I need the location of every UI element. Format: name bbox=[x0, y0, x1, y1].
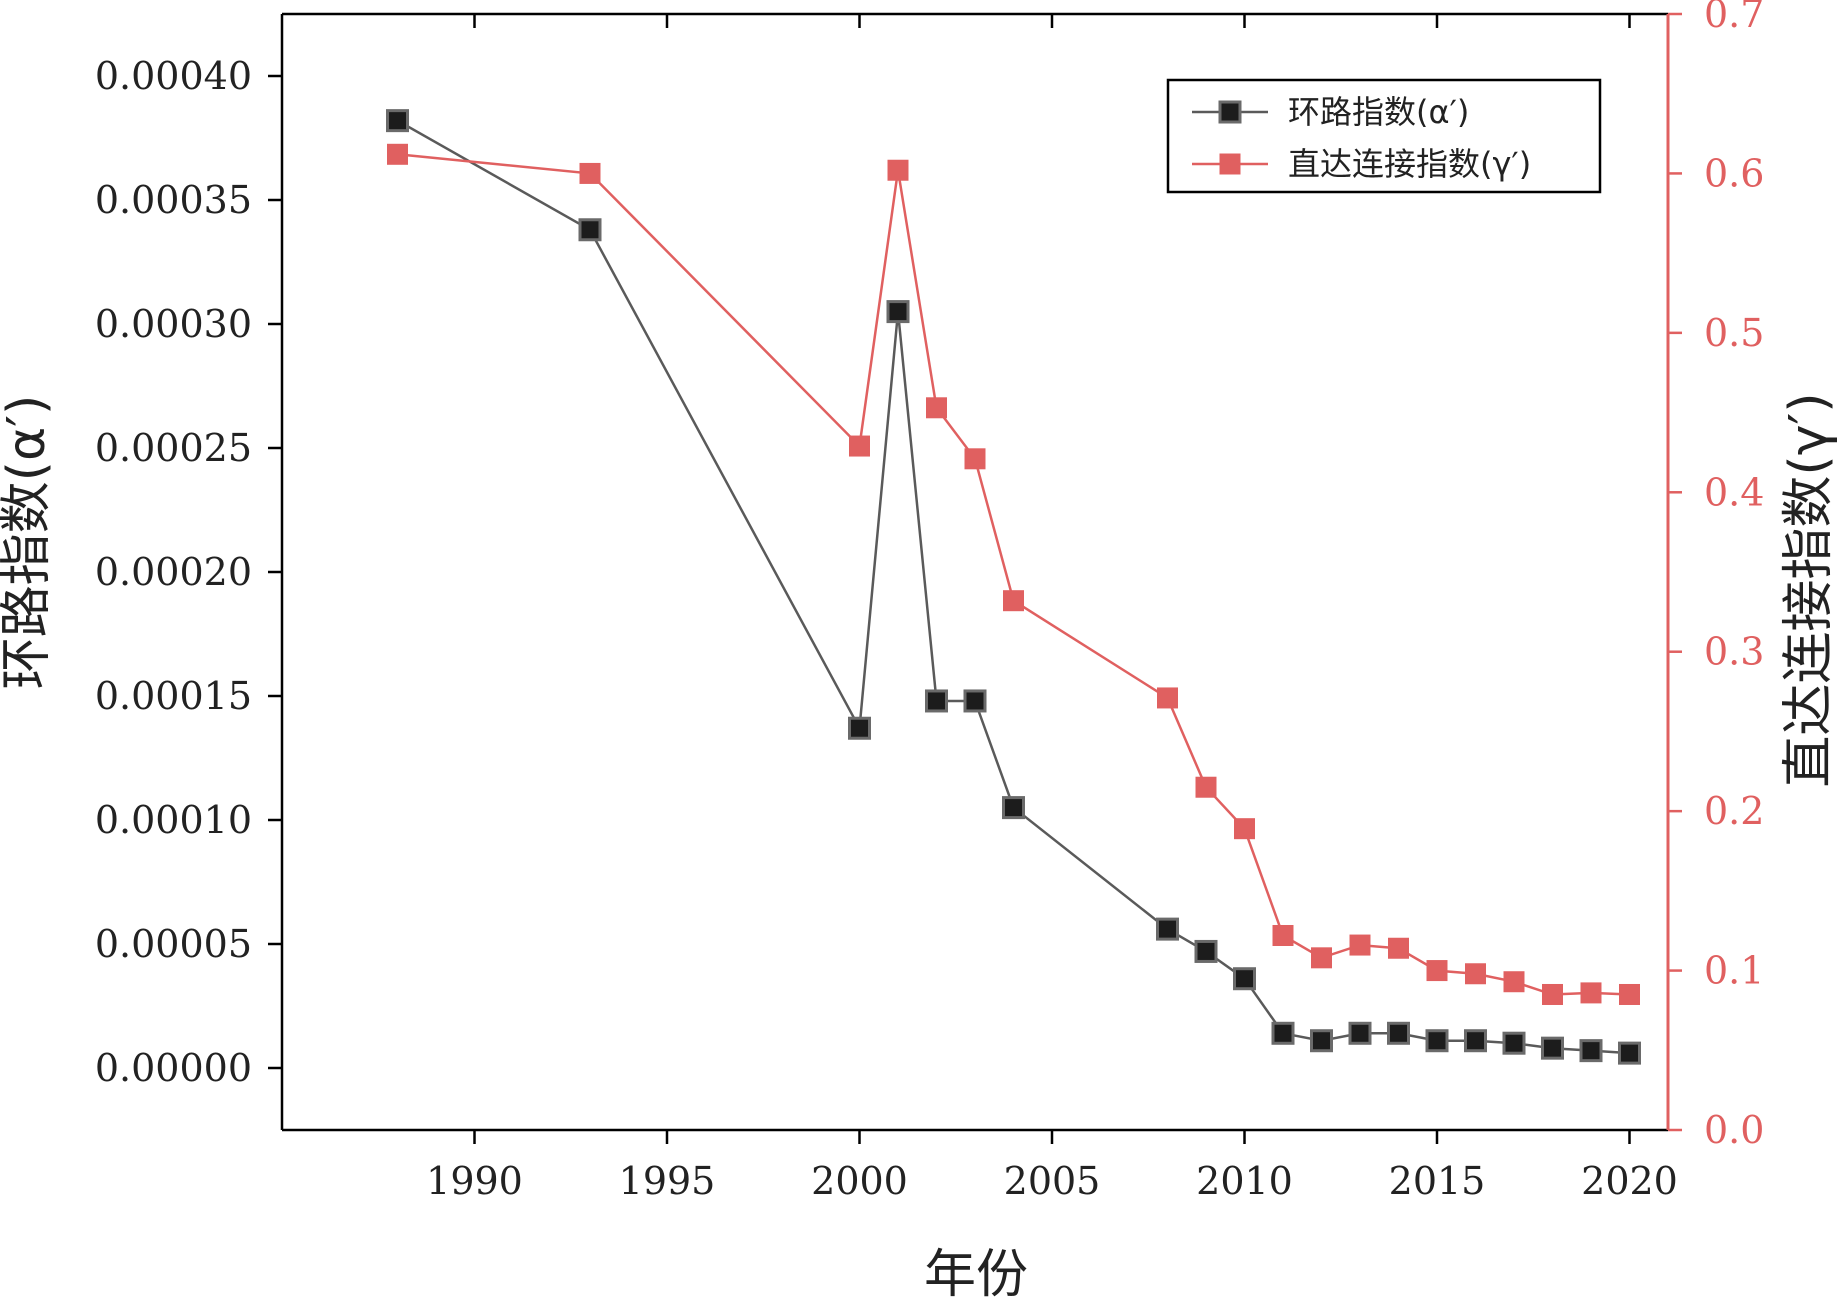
series-line bbox=[397, 153, 1630, 996]
series-point bbox=[386, 109, 409, 133]
series-point bbox=[964, 448, 986, 470]
y-right-tick-label: 0.4 bbox=[1704, 470, 1764, 514]
legend-entry-1: 环路指数(α′) bbox=[1192, 93, 1469, 131]
series-point bbox=[1580, 982, 1602, 1004]
x-tick-label: 1995 bbox=[619, 1159, 716, 1203]
x-axis-title: 年份 bbox=[924, 1245, 1028, 1301]
y-left-tick-label: 0.00000 bbox=[95, 1046, 252, 1090]
series-point bbox=[887, 159, 909, 181]
series-point bbox=[1002, 796, 1025, 820]
x-tick-label: 2000 bbox=[811, 1159, 908, 1203]
y-right-tick-label: 0.2 bbox=[1704, 789, 1764, 833]
x-tick-label: 2005 bbox=[1004, 1159, 1101, 1203]
series-point bbox=[1541, 1036, 1564, 1060]
y-left-tick-label: 0.00040 bbox=[95, 54, 252, 98]
series-point bbox=[1502, 1031, 1526, 1055]
y-left-axis: 0.00000 0.00005 0.00010 0.00015 0.00020 0.000… bbox=[95, 54, 282, 1090]
legend-marker bbox=[1218, 100, 1242, 124]
series-point bbox=[1195, 776, 1217, 798]
y-left-tick-label: 0.00015 bbox=[95, 674, 252, 718]
y-left-tick-label: 0.00020 bbox=[95, 550, 252, 594]
y-left-tick-label: 0.00025 bbox=[95, 426, 252, 470]
series-point bbox=[578, 218, 602, 242]
series-point bbox=[1579, 1039, 1603, 1063]
x-tick-label: 1990 bbox=[426, 1159, 523, 1203]
series-point bbox=[963, 689, 987, 713]
y-right-tick-label: 0.1 bbox=[1704, 949, 1764, 993]
y-right-axis: 0.0 0.1 0.2 0.3 0.4 0.5 0.6 0.7 bbox=[1668, 0, 1764, 1152]
series-1 bbox=[386, 109, 1641, 1065]
legend: 环路指数(α′) 直达连接指数(γ′) bbox=[1166, 78, 1602, 194]
series-point bbox=[1464, 1029, 1487, 1053]
series-point bbox=[1465, 963, 1486, 985]
x-tick-label: 2010 bbox=[1196, 1159, 1293, 1203]
series-point bbox=[849, 435, 870, 457]
legend-label: 直达连接指数(γ′) bbox=[1288, 145, 1531, 183]
x-axis: 1990 1995 2000 2005 2010 2015 2020 bbox=[426, 14, 1678, 1203]
y-left-tick-label: 0.00010 bbox=[95, 798, 252, 842]
y-left-tick-label: 0.00005 bbox=[95, 922, 252, 966]
series-point bbox=[1425, 1029, 1449, 1053]
x-tick-label: 2015 bbox=[1389, 1159, 1486, 1203]
y-right-tick-label: 0.5 bbox=[1704, 311, 1764, 355]
y-right-tick-label: 0.7 bbox=[1704, 0, 1764, 36]
series-point bbox=[848, 716, 871, 740]
legend-entry-2: 直达连接指数(γ′) bbox=[1192, 145, 1531, 183]
series-point bbox=[1271, 1021, 1295, 1045]
series-point bbox=[1349, 934, 1371, 956]
series-point bbox=[1542, 983, 1563, 1005]
legend-label: 环路指数(α′) bbox=[1288, 93, 1469, 131]
series-point bbox=[1619, 983, 1640, 1005]
series-point bbox=[1234, 818, 1255, 840]
series-point bbox=[1310, 1029, 1333, 1053]
series-point bbox=[926, 397, 947, 419]
series-point bbox=[1272, 924, 1294, 946]
series-point bbox=[1388, 937, 1409, 959]
series-point bbox=[387, 143, 408, 165]
legend-marker bbox=[1219, 153, 1241, 175]
series-point bbox=[1348, 1021, 1372, 1045]
series-point bbox=[1157, 687, 1178, 709]
y-right-tick-label: 0.6 bbox=[1704, 151, 1764, 195]
series-point bbox=[1003, 590, 1024, 612]
y-right-tick-label: 0.0 bbox=[1704, 1108, 1764, 1152]
series-point bbox=[1387, 1021, 1410, 1045]
series-point bbox=[886, 300, 910, 324]
y-right-tick-label: 0.3 bbox=[1704, 630, 1764, 674]
y-right-axis-title: 直达连接指数(γ′) bbox=[1779, 392, 1839, 787]
series-point bbox=[1233, 967, 1256, 991]
series-point bbox=[1156, 917, 1179, 941]
x-tick-label: 2020 bbox=[1581, 1159, 1678, 1203]
series-point bbox=[1311, 947, 1332, 969]
y-left-tick-label: 0.00030 bbox=[95, 302, 252, 346]
series-point bbox=[1503, 971, 1525, 993]
series-point bbox=[1618, 1041, 1641, 1065]
series-point bbox=[925, 689, 948, 713]
series-point bbox=[579, 162, 601, 184]
series-line bbox=[396, 119, 1630, 1055]
y-left-axis-title: 环路指数(α′) bbox=[0, 395, 57, 690]
series-2 bbox=[387, 143, 1640, 1005]
series-point bbox=[1194, 939, 1218, 963]
y-left-tick-label: 0.00035 bbox=[95, 178, 252, 222]
series-layer bbox=[386, 109, 1641, 1065]
series-point bbox=[1426, 960, 1448, 982]
